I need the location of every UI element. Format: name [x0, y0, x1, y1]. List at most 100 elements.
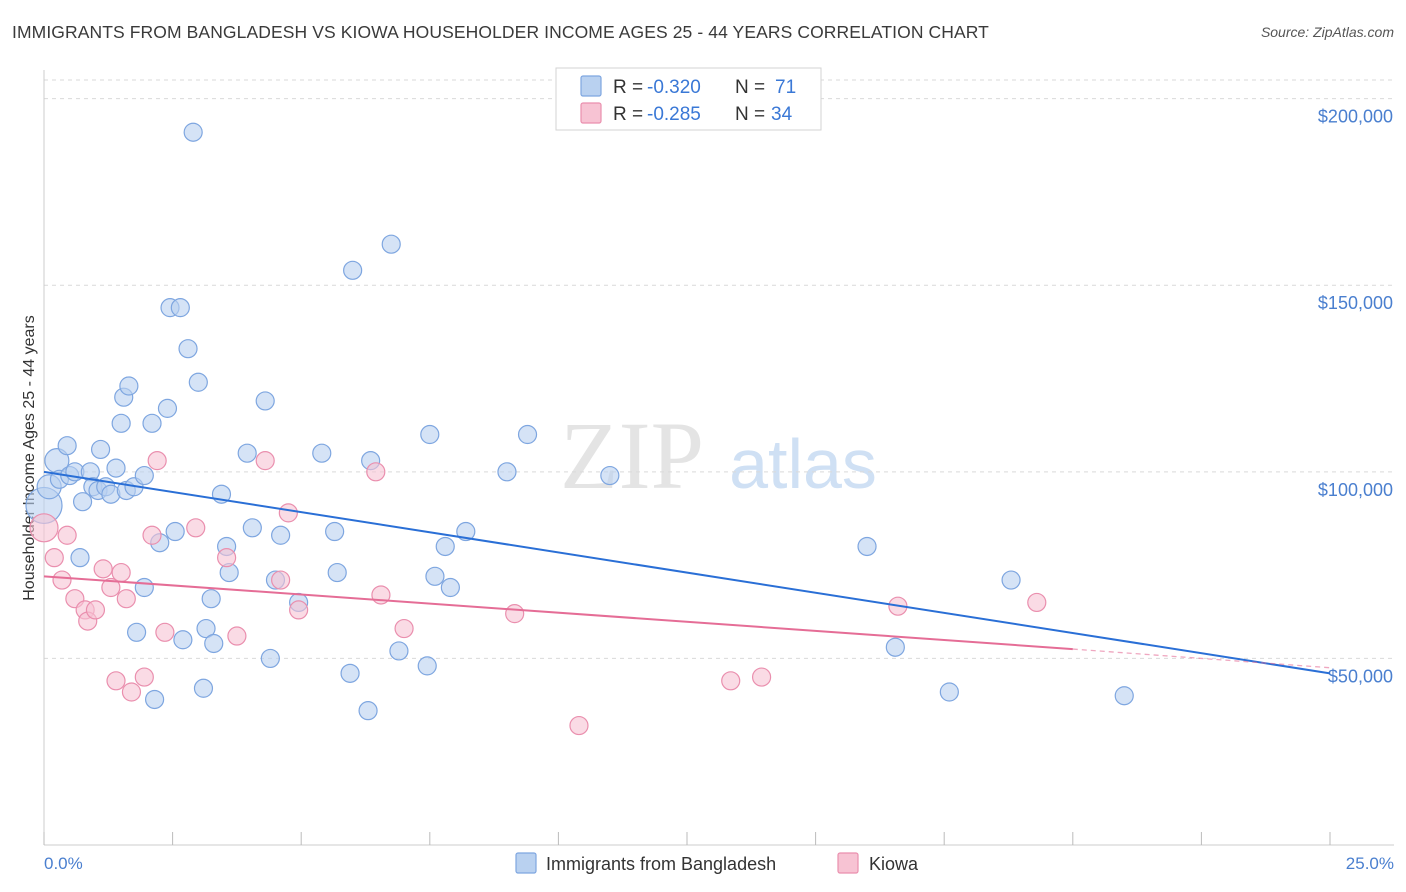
kiowa-point-28	[505, 604, 525, 624]
bottom-legend-label-blue: Immigrants from Bangladesh	[546, 854, 776, 874]
bangladesh-point-7	[70, 548, 90, 568]
kiowa-point-29	[569, 715, 589, 736]
bangladesh-point-53	[343, 260, 363, 280]
bangladesh-point-35	[193, 678, 214, 698]
x-tick-label-min: 0.0%	[44, 854, 83, 873]
kiowa-point-31	[751, 667, 772, 687]
y-tick-labels: $50,000 $100,000 $150,000 $200,000	[1318, 107, 1393, 687]
kiowa-point-13	[121, 682, 142, 702]
bangladesh-point-50	[325, 521, 345, 542]
kiowa-point-2	[52, 570, 72, 590]
kiowa-point-14	[134, 667, 154, 687]
bangladesh-point-24	[142, 413, 162, 433]
bangladesh-point-60	[425, 566, 445, 586]
series-kiowa	[29, 451, 1047, 736]
bangladesh-point-42	[237, 443, 257, 463]
legend-n-value-blue: 71	[775, 77, 796, 98]
legend: R = -0.320 N = 71 R = -0.285 N = 34	[555, 67, 822, 131]
legend-n-value-pink: 34	[771, 104, 793, 125]
gridlines	[44, 79, 1394, 659]
kiowa-point-33	[1027, 592, 1047, 613]
bottom-legend-swatch-pink	[837, 852, 859, 874]
bangladesh-point-29	[165, 521, 185, 542]
bangladesh-point-64	[497, 462, 517, 482]
bangladesh-trend-line	[43, 470, 1331, 675]
bangladesh-point-62	[440, 577, 460, 598]
kiowa-point-27	[394, 618, 414, 639]
x-tick-label-max: 25.0%	[1346, 854, 1394, 873]
kiowa-point-7	[85, 600, 106, 620]
bangladesh-point-12	[90, 439, 111, 460]
bangladesh-point-68	[885, 637, 905, 657]
kiowa-point-15	[142, 525, 162, 545]
legend-r-value-pink: -0.285	[647, 104, 701, 125]
legend-r-label-pink: R =	[613, 104, 643, 125]
bangladesh-point-65	[517, 424, 538, 445]
y-tick-label-0: $50,000	[1328, 666, 1393, 686]
bangladesh-point-69	[939, 682, 959, 702]
bangladesh-point-27	[157, 398, 178, 418]
y-tick-label-2: $150,000	[1318, 293, 1393, 313]
bangladesh-point-30	[170, 298, 190, 318]
kiowa-point-12	[116, 589, 136, 609]
bottom-legend-label-pink: Kiowa	[869, 854, 919, 874]
watermark-zip: ZIP	[560, 402, 704, 509]
kiowa-point-10	[106, 671, 126, 691]
bangladesh-point-63	[456, 521, 476, 542]
bangladesh-point-34	[188, 372, 208, 392]
bangladesh-point-33	[183, 122, 203, 142]
kiowa-point-16	[147, 451, 167, 471]
legend-swatch-blue	[580, 75, 602, 97]
legend-n-label-pink: N =	[735, 104, 765, 125]
kiowa-point-0	[29, 513, 59, 543]
bangladesh-point-16	[111, 413, 131, 433]
bangladesh-point-67	[857, 536, 877, 557]
bangladesh-point-37	[201, 589, 221, 609]
y-tick-label-3: $200,000	[1318, 107, 1393, 127]
kiowa-point-11	[111, 562, 131, 583]
bangladesh-point-45	[260, 648, 280, 669]
bangladesh-point-66	[600, 465, 620, 486]
kiowa-point-1	[44, 548, 64, 568]
y-tick-label-1: $100,000	[1318, 480, 1393, 500]
bangladesh-point-71	[1114, 686, 1134, 706]
bangladesh-point-32	[178, 339, 198, 359]
kiowa-point-17	[155, 622, 175, 642]
kiowa-point-19	[217, 548, 237, 568]
legend-n-label-blue: N =	[735, 77, 765, 98]
bangladesh-point-51	[327, 562, 347, 583]
bangladesh-point-22	[134, 577, 154, 598]
legend-swatch-pink	[580, 102, 602, 124]
legend-r-label-blue: R =	[613, 77, 643, 98]
bangladesh-point-57	[389, 641, 409, 661]
bangladesh-point-25	[144, 689, 165, 710]
bangladesh-point-23	[134, 465, 154, 486]
bangladesh-point-15	[106, 458, 126, 478]
bottom-legend: Immigrants from Bangladesh Kiowa	[515, 852, 919, 874]
kiowa-point-20	[227, 626, 247, 646]
bangladesh-point-31	[173, 630, 193, 650]
kiowa-trend-line	[43, 575, 1073, 651]
bottom-legend-swatch-blue	[515, 852, 537, 874]
source-label: Source: ZipAtlas.com	[1260, 24, 1394, 40]
trend-lines	[43, 470, 1331, 675]
bangladesh-point-52	[340, 663, 360, 683]
chart-title: IMMIGRANTS FROM BANGLADESH VS KIOWA HOUS…	[12, 22, 989, 42]
bangladesh-point-36	[196, 618, 216, 639]
bangladesh-point-61	[435, 536, 455, 557]
bangladesh-point-70	[1001, 570, 1021, 590]
bangladesh-point-8	[72, 492, 93, 512]
kiowa-point-21	[255, 451, 275, 471]
kiowa-point-8	[93, 559, 113, 579]
bangladesh-point-21	[126, 622, 147, 642]
bangladesh-point-49	[312, 443, 332, 463]
kiowa-point-9	[101, 577, 121, 598]
x-ticks	[43, 832, 1331, 845]
bangladesh-point-54	[358, 701, 378, 721]
bangladesh-point-4	[57, 436, 77, 456]
kiowa-point-25	[366, 462, 386, 482]
bangladesh-point-43	[242, 518, 262, 538]
watermark: ZIP atlas	[560, 402, 877, 509]
watermark-atlas: atlas	[729, 425, 877, 503]
